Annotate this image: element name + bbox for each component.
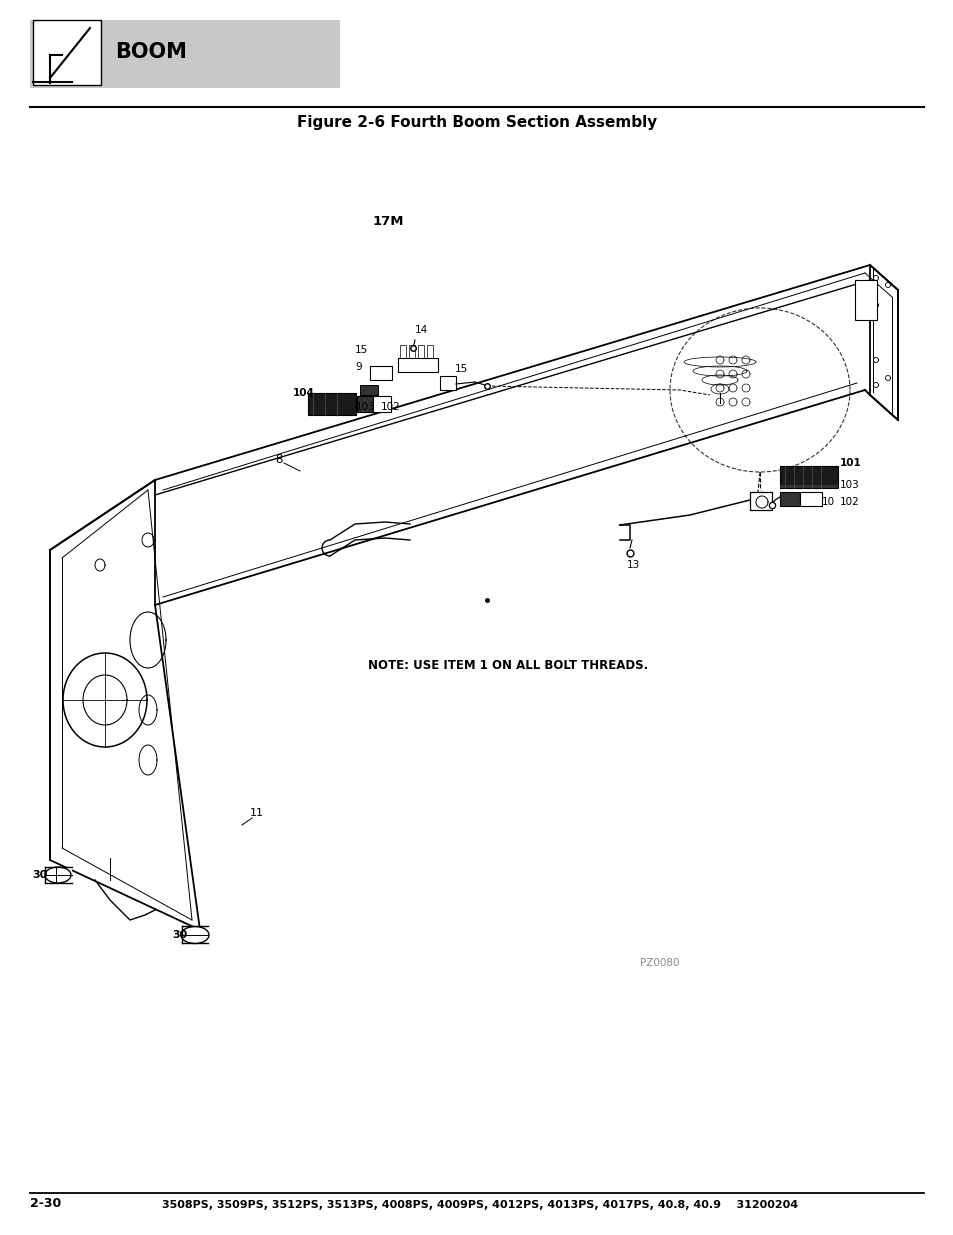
Bar — [356, 396, 373, 412]
Text: 15: 15 — [455, 364, 468, 374]
Bar — [308, 393, 355, 415]
Bar — [800, 492, 821, 506]
Text: Figure 2-6 Fourth Boom Section Assembly: Figure 2-6 Fourth Boom Section Assembly — [296, 115, 657, 130]
Bar — [780, 492, 800, 506]
Bar — [439, 375, 456, 390]
Text: PZ0080: PZ0080 — [639, 958, 679, 968]
Text: 30: 30 — [172, 930, 187, 940]
Ellipse shape — [45, 867, 71, 883]
Bar — [182, 926, 209, 944]
Text: 101: 101 — [840, 458, 861, 468]
Text: 104: 104 — [293, 388, 314, 398]
Text: 30: 30 — [32, 869, 48, 881]
Bar — [399, 345, 406, 363]
Text: 8: 8 — [275, 453, 283, 466]
Bar — [780, 466, 837, 488]
Text: BOOM: BOOM — [115, 42, 187, 62]
Bar — [373, 396, 391, 412]
Text: 17M: 17M — [372, 215, 403, 228]
Text: 103: 103 — [840, 480, 859, 490]
Bar — [397, 358, 437, 372]
Bar — [854, 280, 876, 320]
Bar — [780, 485, 837, 488]
Ellipse shape — [181, 926, 209, 944]
Text: 102: 102 — [840, 496, 859, 508]
Text: 102: 102 — [380, 403, 400, 412]
Text: 13: 13 — [626, 559, 639, 571]
Bar — [33, 20, 101, 85]
Text: NOTE: USE ITEM 1 ON ALL BOLT THREADS.: NOTE: USE ITEM 1 ON ALL BOLT THREADS. — [368, 659, 648, 672]
Text: 14: 14 — [415, 325, 428, 335]
Bar — [30, 20, 339, 88]
Text: 3508PS, 3509PS, 3512PS, 3513PS, 4008PS, 4009PS, 4012PS, 4013PS, 4017PS, 40.8, 40: 3508PS, 3509PS, 3512PS, 3513PS, 4008PS, … — [162, 1200, 798, 1210]
Bar — [409, 345, 415, 363]
Bar — [749, 492, 771, 510]
Bar — [45, 867, 71, 883]
Text: 15: 15 — [355, 345, 368, 354]
Text: 2-30: 2-30 — [30, 1197, 61, 1210]
Bar — [359, 385, 377, 395]
Text: 103: 103 — [355, 403, 375, 412]
Bar — [370, 366, 392, 380]
Bar — [417, 345, 423, 363]
Text: 10: 10 — [821, 496, 834, 508]
Text: 11: 11 — [250, 808, 264, 818]
Bar — [427, 345, 433, 363]
Text: 9: 9 — [355, 362, 361, 372]
